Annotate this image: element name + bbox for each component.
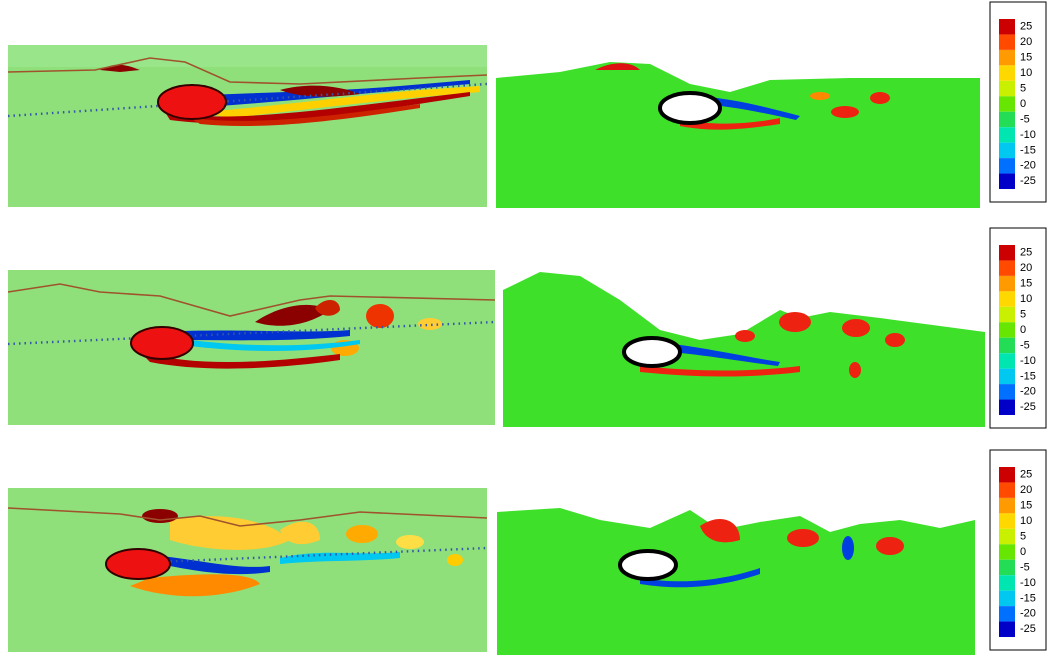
colorbar-swatch — [999, 81, 1015, 96]
colorbar-swatch — [999, 591, 1015, 606]
colorbar-frame — [990, 2, 1046, 202]
colorbar-swatch — [999, 112, 1015, 127]
colorbar-label: 0 — [1020, 324, 1026, 336]
colorbar-swatch — [999, 174, 1015, 189]
colorbar-label: 15 — [1020, 52, 1032, 64]
colorbar-swatch — [999, 19, 1015, 34]
colorbar-swatch — [999, 245, 1015, 260]
colorbar-frame — [990, 450, 1046, 650]
colorbar-swatch — [999, 467, 1015, 482]
colorbar-label: -20 — [1020, 386, 1036, 398]
simulation-panel — [8, 45, 487, 207]
piv-panel — [503, 272, 985, 427]
colorbar-swatch — [999, 560, 1015, 575]
colorbar-swatch — [999, 353, 1015, 368]
colorbar-swatch — [999, 96, 1015, 111]
colorbar-label: 0 — [1020, 546, 1026, 558]
colorbar-label: 25 — [1020, 21, 1032, 33]
colorbar-swatch — [999, 276, 1015, 291]
colorbar-label: 20 — [1020, 36, 1032, 48]
colorbar-label: -15 — [1020, 592, 1036, 604]
colorbar-label: 15 — [1020, 278, 1032, 290]
colorbar-swatch — [999, 34, 1015, 49]
colorbar-swatch — [999, 498, 1015, 513]
colorbar-swatch — [999, 158, 1015, 173]
colorbar-label: -15 — [1020, 144, 1036, 156]
colorbar-label: 5 — [1020, 530, 1026, 542]
colorbar-swatch — [999, 143, 1015, 158]
colorbar-label: -5 — [1020, 113, 1030, 125]
colorbar-swatch — [999, 338, 1015, 353]
colorbar-label: 10 — [1020, 293, 1032, 305]
colorbars: 25 20 15 10 5 0 -5 -10 -15 -20 -25 25 20 15 10 5 0 -5 -10 -… — [990, 2, 1046, 650]
colorbar-swatch — [999, 482, 1015, 497]
figure: 25 20 15 10 5 0 -5 -10 -15 -20 -25 25 20 15 10 5 0 -5 -10 -… — [0, 0, 1048, 656]
colorbar-label: -5 — [1020, 561, 1030, 573]
colorbar-label: -25 — [1020, 175, 1036, 187]
colorbar-swatch — [999, 260, 1015, 275]
piv-panel — [497, 508, 975, 655]
colorbar-swatch — [999, 622, 1015, 637]
colorbar-label: 5 — [1020, 308, 1026, 320]
colorbar-frame — [990, 228, 1046, 428]
simulation-panel — [8, 488, 487, 652]
colorbar-swatch — [999, 575, 1015, 590]
colorbar-label: -10 — [1020, 577, 1036, 589]
colorbar-swatch — [999, 384, 1015, 399]
colorbar-label: -20 — [1020, 608, 1036, 620]
colorbar-label: 25 — [1020, 247, 1032, 259]
simulation-panel — [8, 270, 495, 425]
colorbar-swatch — [999, 529, 1015, 544]
colorbar-swatch — [999, 544, 1015, 559]
colorbar-label: 25 — [1020, 469, 1032, 481]
colorbar-label: 20 — [1020, 484, 1032, 496]
colorbar-swatch — [999, 513, 1015, 528]
colorbar-label: 10 — [1020, 67, 1032, 79]
colorbar-swatch — [999, 65, 1015, 80]
colorbar-label: -20 — [1020, 160, 1036, 172]
colorbar-swatch — [999, 606, 1015, 621]
colorbar-swatch — [999, 50, 1015, 65]
colorbar-label: -10 — [1020, 355, 1036, 367]
colorbar-label: 5 — [1020, 82, 1026, 94]
colorbar-swatch — [999, 322, 1015, 337]
colorbar-label: -25 — [1020, 401, 1036, 413]
colorbar-label: -25 — [1020, 623, 1036, 635]
colorbar-swatch — [999, 127, 1015, 142]
colorbar-swatch — [999, 369, 1015, 384]
colorbar-label: 10 — [1020, 515, 1032, 527]
colorbar-label: 0 — [1020, 98, 1026, 110]
colorbar-label: 20 — [1020, 262, 1032, 274]
piv-panel — [496, 62, 980, 208]
colorbar-label: -10 — [1020, 129, 1036, 141]
colorbar-swatch — [999, 291, 1015, 306]
colorbar-swatch — [999, 400, 1015, 415]
colorbar-label: -5 — [1020, 339, 1030, 351]
colorbar-label: -15 — [1020, 370, 1036, 382]
colorbar-swatch — [999, 307, 1015, 322]
colorbar-label: 15 — [1020, 500, 1032, 512]
